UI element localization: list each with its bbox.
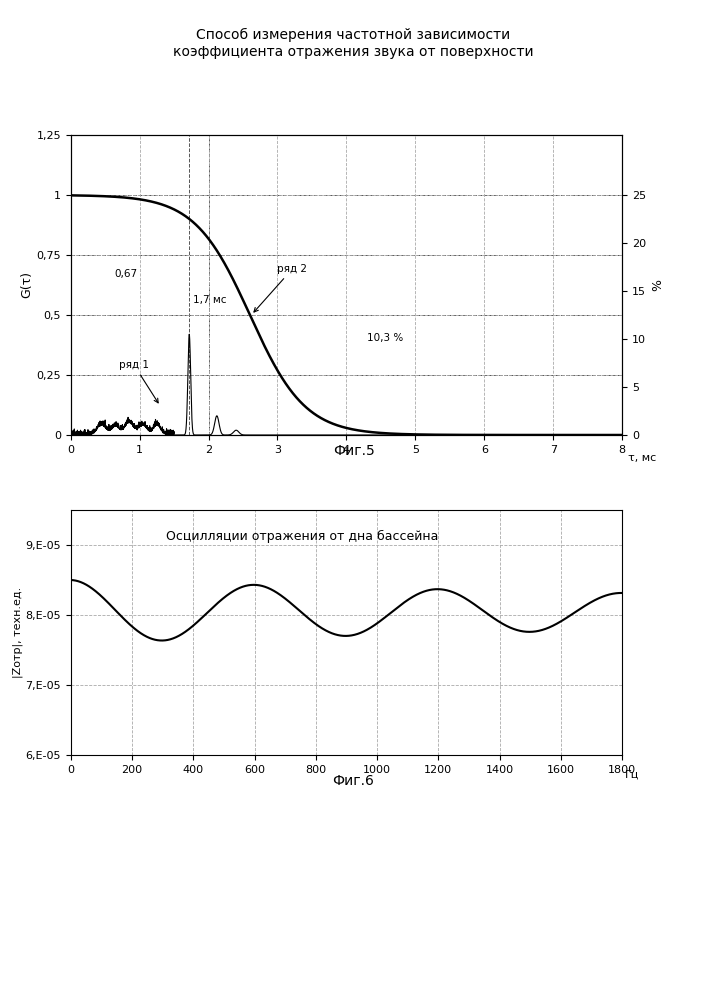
Text: Гц: Гц xyxy=(625,770,639,780)
Text: Фиг.6: Фиг.6 xyxy=(332,774,375,788)
Y-axis label: |Zотр|, техн.ед.: |Zотр|, техн.ед. xyxy=(12,587,23,678)
Text: ряд 1: ряд 1 xyxy=(119,360,158,403)
Text: Фиг.5: Фиг.5 xyxy=(332,444,375,458)
Text: Способ измерения частотной зависимости: Способ измерения частотной зависимости xyxy=(197,28,510,42)
Text: 10,3 %: 10,3 % xyxy=(367,333,404,343)
Text: ряд 2: ряд 2 xyxy=(254,264,308,312)
Text: коэффициента отражения звука от поверхности: коэффициента отражения звука от поверхно… xyxy=(173,45,534,59)
Text: 0,67: 0,67 xyxy=(115,269,138,279)
Y-axis label: %: % xyxy=(652,279,665,291)
Y-axis label: G(τ): G(τ) xyxy=(21,271,33,298)
Text: 1,7 мс: 1,7 мс xyxy=(194,295,227,305)
Text: τ, мс: τ, мс xyxy=(628,453,656,463)
Text: Осцилляции отражения от дна бассейна: Осцилляции отражения от дна бассейна xyxy=(166,530,438,543)
